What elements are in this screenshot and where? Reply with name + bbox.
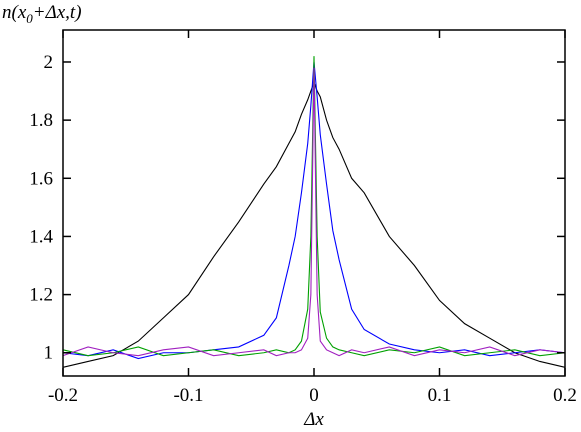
series-line bbox=[62, 67, 566, 357]
x-tick-label: 0 bbox=[309, 385, 319, 406]
y-label-rest: +Δx,t) bbox=[33, 2, 82, 23]
x-tick-label: 0.2 bbox=[553, 385, 577, 406]
y-tick-label: 1.8 bbox=[29, 110, 53, 131]
y-tick-label: 1.4 bbox=[29, 226, 53, 247]
x-tick-label: 0.1 bbox=[428, 385, 452, 406]
y-label-main: n(x bbox=[2, 2, 27, 23]
x-axis-label: Δx bbox=[303, 409, 324, 430]
y-tick-label: 2 bbox=[44, 52, 54, 73]
y-label-subscript: 0 bbox=[26, 11, 33, 26]
y-axis-label: n(x0+Δx,t) bbox=[2, 2, 82, 26]
y-tick-label: 1.2 bbox=[29, 285, 53, 306]
x-tick-label: -0.2 bbox=[48, 385, 78, 406]
x-tick-label: -0.1 bbox=[173, 385, 203, 406]
y-tick-label: 1 bbox=[44, 343, 54, 364]
series-line bbox=[62, 56, 566, 357]
series-line bbox=[62, 80, 566, 368]
y-tick-label: 1.6 bbox=[29, 168, 53, 189]
